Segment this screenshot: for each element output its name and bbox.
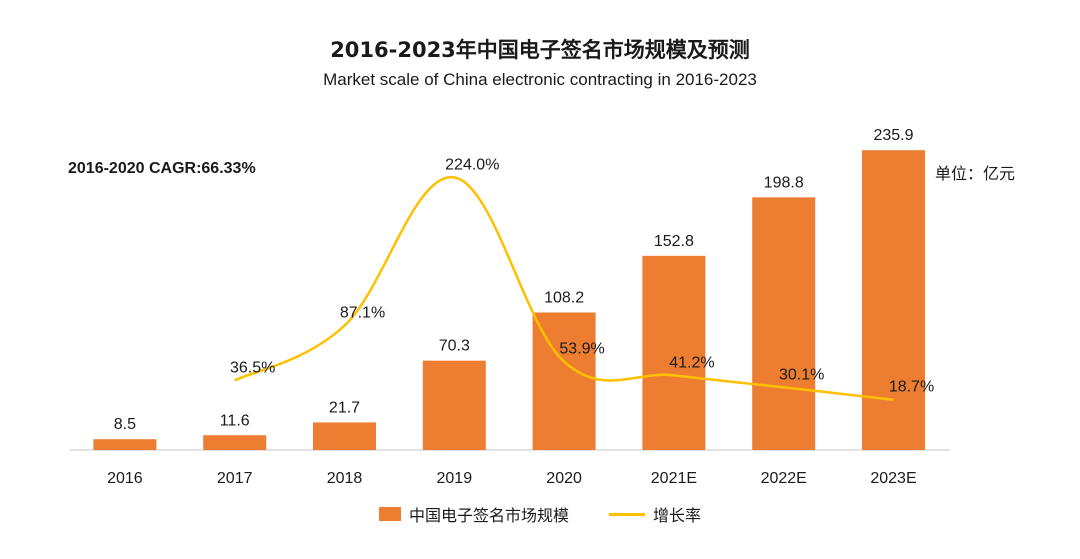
growth-rate-line bbox=[234, 176, 894, 401]
bar-2021E bbox=[642, 255, 706, 450]
x-tick-label-2021E: 2021E bbox=[651, 470, 697, 487]
growth-label-2021E: 41.2% bbox=[669, 354, 714, 371]
bar-2017 bbox=[203, 435, 267, 450]
bar-2016 bbox=[93, 439, 157, 450]
bar-2022E bbox=[752, 197, 816, 450]
bar-2023E bbox=[862, 150, 925, 450]
chart-title: 2016-2023年中国电子签名市场规模及预测 bbox=[330, 38, 750, 62]
cagr-annotation: 2016-2020 CAGR:66.33% bbox=[68, 160, 256, 177]
legend-swatch-bar bbox=[378, 507, 401, 521]
legend-item-bar: 中国电子签名市场规模 bbox=[378, 502, 569, 526]
x-tick-label-2017: 2017 bbox=[217, 470, 253, 487]
x-tick-label-2022E: 2022E bbox=[761, 470, 807, 487]
legend-item-line: 增长率 bbox=[609, 502, 701, 526]
bar-label-2017: 11.6 bbox=[220, 412, 250, 429]
growth-label-2020: 53.9% bbox=[559, 341, 604, 358]
bar-label-2020: 108.2 bbox=[544, 289, 584, 306]
growth-label-2023E: 18.7% bbox=[889, 379, 934, 396]
chart-subtitle: Market scale of China electronic contrac… bbox=[323, 70, 757, 89]
growth-label-2017: 36.5% bbox=[230, 359, 275, 376]
x-tick-label-2019: 2019 bbox=[437, 470, 473, 487]
bar-2019 bbox=[422, 360, 486, 450]
bar-label-2022E: 198.8 bbox=[764, 174, 804, 191]
growth-label-2018: 87.1% bbox=[340, 305, 385, 322]
legend-label-bar: 中国电子签名市场规模 bbox=[408, 506, 569, 525]
x-tick-label-2023E: 2023E bbox=[870, 470, 916, 487]
bar-label-2021E: 152.8 bbox=[654, 233, 694, 250]
bar-label-2019: 70.3 bbox=[439, 338, 470, 355]
growth-label-2022E: 30.1% bbox=[779, 366, 824, 383]
growth-label-2019: 224.0% bbox=[445, 156, 499, 173]
x-tick-label-2020: 2020 bbox=[546, 470, 582, 487]
bar-label-2018: 21.7 bbox=[329, 399, 360, 416]
bar-2020 bbox=[532, 312, 596, 450]
legend: 中国电子签名市场规模 增长率 bbox=[0, 502, 1080, 526]
bar-label-2016: 8.5 bbox=[114, 416, 136, 433]
bar-label-2023E: 235.9 bbox=[873, 127, 913, 144]
legend-label-line: 增长率 bbox=[653, 506, 702, 525]
bar-2018 bbox=[313, 422, 376, 450]
unit-label: 单位：亿元 bbox=[935, 164, 1016, 183]
x-tick-label-2018: 2018 bbox=[327, 470, 363, 487]
x-tick-label-2016: 2016 bbox=[107, 470, 143, 487]
legend-swatch-line bbox=[609, 512, 645, 516]
